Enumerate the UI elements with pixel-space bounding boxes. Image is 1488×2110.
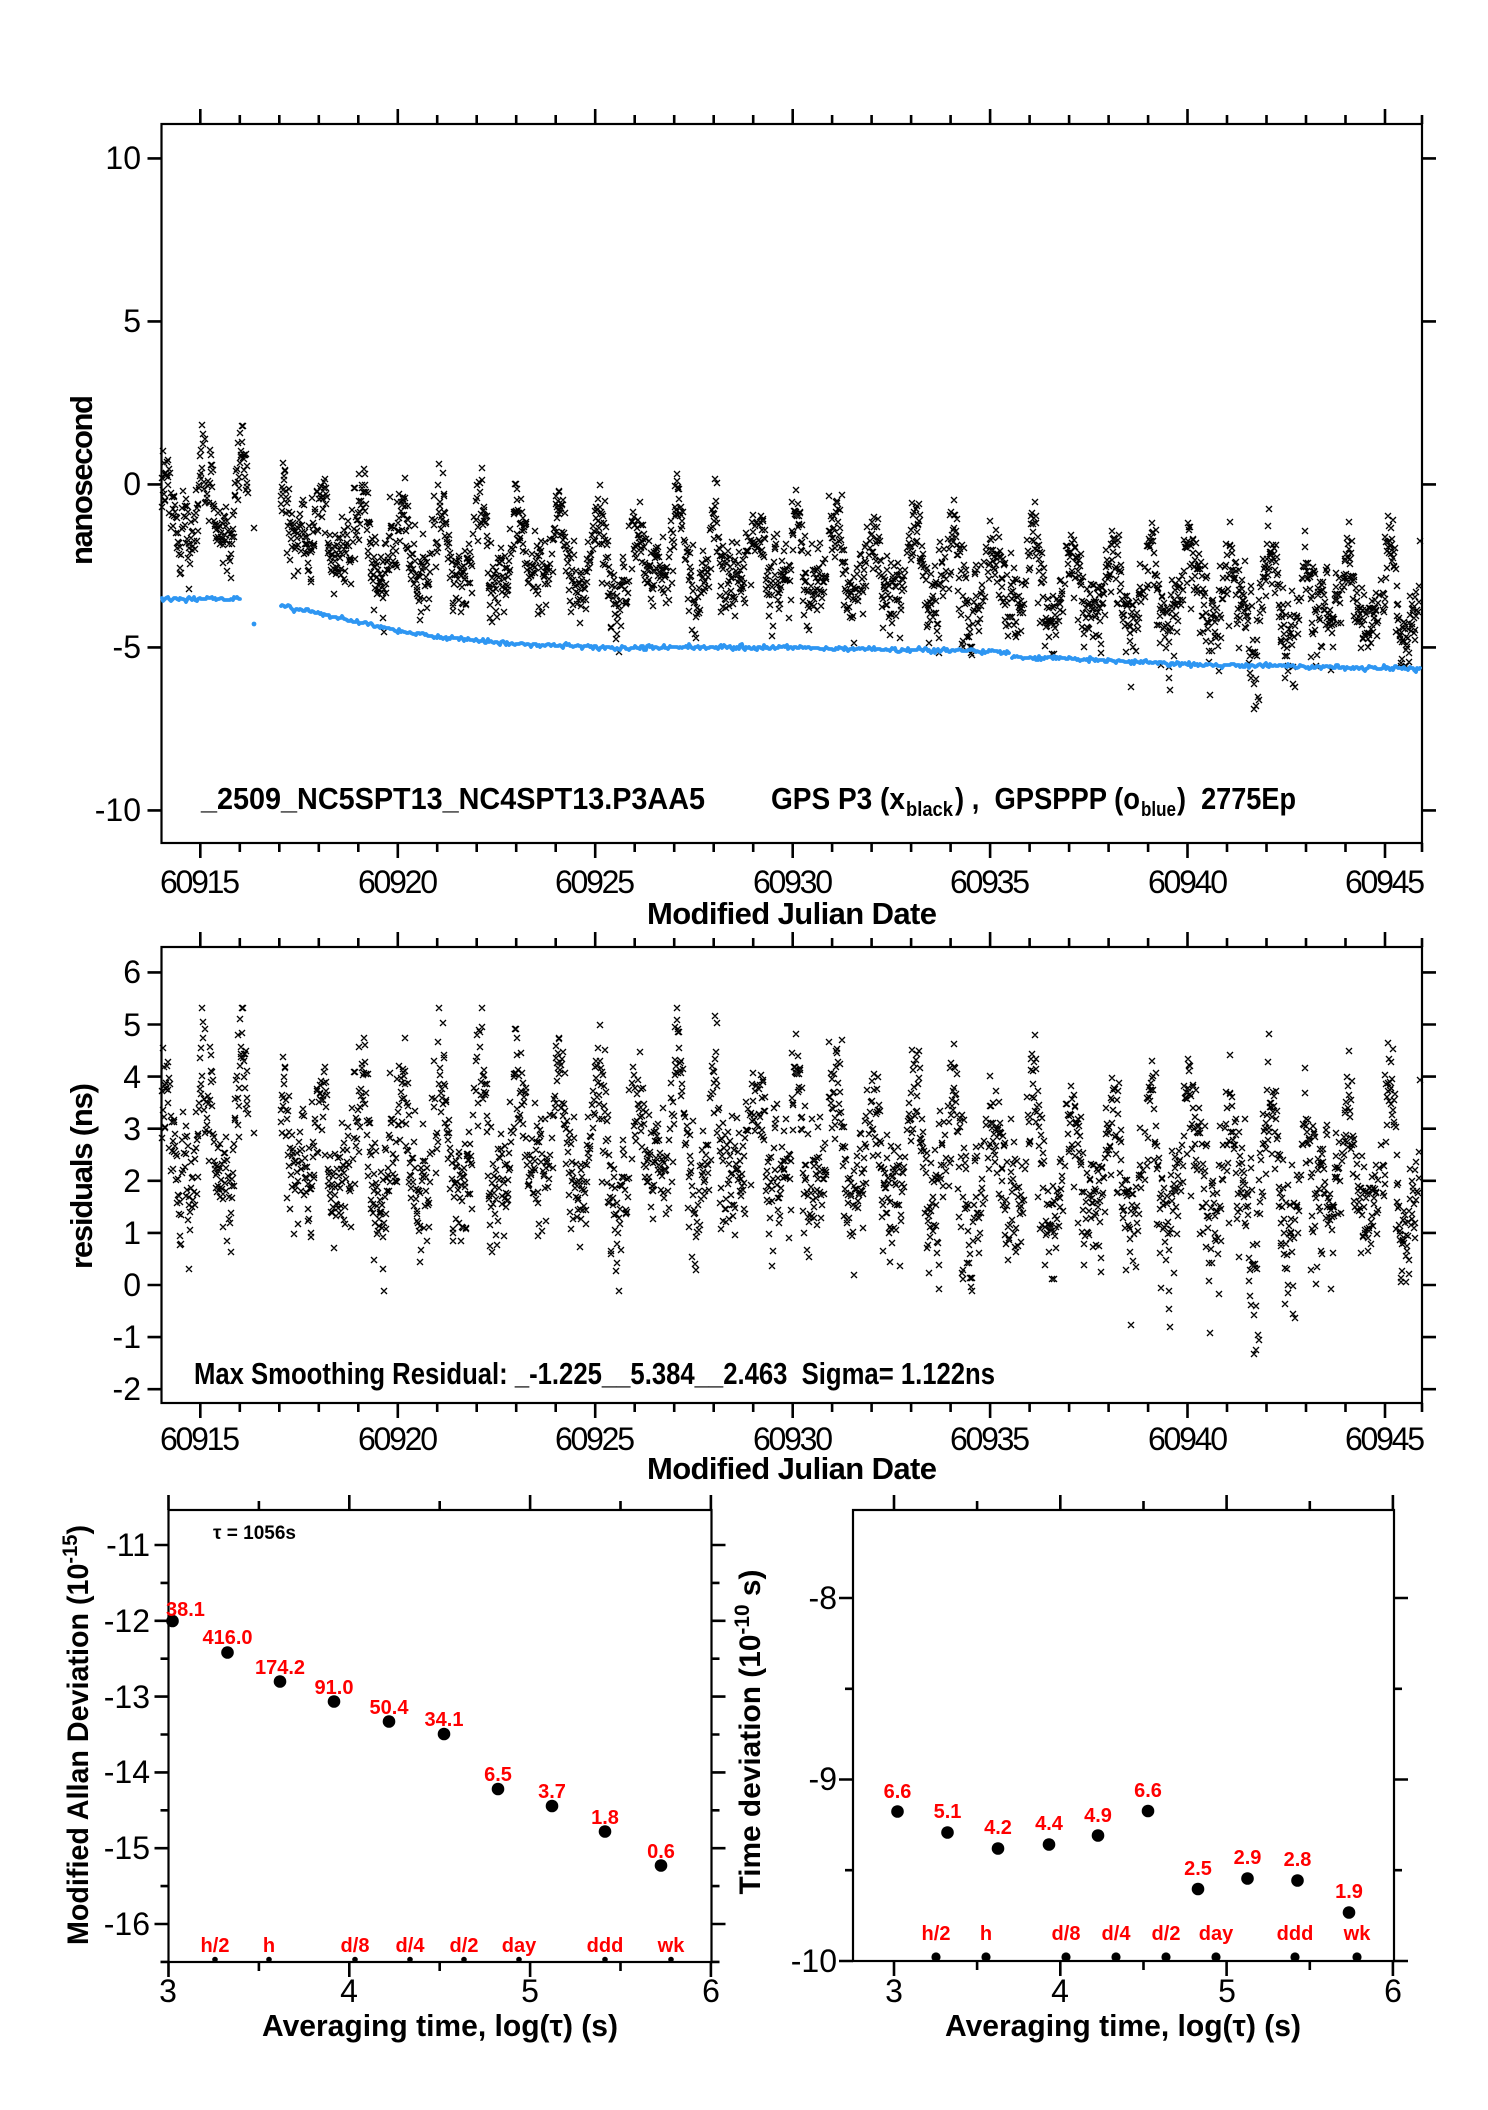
svg-text:5.1: 5.1 xyxy=(934,1801,962,1823)
svg-text:Modified Julian Date: Modified Julian Date xyxy=(647,896,937,931)
svg-text:black: black xyxy=(906,799,954,821)
svg-text:0: 0 xyxy=(123,466,141,502)
svg-text:60935: 60935 xyxy=(950,864,1030,900)
svg-text:-8: -8 xyxy=(809,1580,837,1616)
svg-text:2: 2 xyxy=(123,1163,141,1199)
svg-text:1: 1 xyxy=(123,1215,141,1251)
svg-text:-12: -12 xyxy=(104,1603,150,1639)
svg-text:10: 10 xyxy=(105,140,141,176)
svg-text:2.8: 2.8 xyxy=(1284,1849,1312,1871)
svg-text:38.1: 38.1 xyxy=(166,1599,205,1621)
svg-text:91.0: 91.0 xyxy=(315,1677,354,1699)
svg-text:τ = 1056s: τ = 1056s xyxy=(213,1523,296,1544)
svg-text:h: h xyxy=(263,1935,275,1957)
svg-text:5: 5 xyxy=(1218,1973,1236,2009)
svg-text:4: 4 xyxy=(1051,1973,1069,2009)
svg-text:_2509_NC5SPT13_NC4SPT13.P3AA5: _2509_NC5SPT13_NC4SPT13.P3AA5 xyxy=(200,781,705,816)
svg-text:h: h xyxy=(980,1923,992,1945)
svg-text:6: 6 xyxy=(1384,1973,1402,2009)
svg-text:) 2775Ep: ) 2775Ep xyxy=(1177,781,1296,816)
svg-text:-15: -15 xyxy=(104,1830,150,1866)
svg-text:ddd: ddd xyxy=(1277,1923,1314,1945)
svg-text:50.4: 50.4 xyxy=(370,1697,410,1719)
svg-text:Max Smoothing Residual: _-1.22: Max Smoothing Residual: _-1.225__5.384__… xyxy=(194,1356,995,1391)
svg-text:4.4: 4.4 xyxy=(1035,1813,1064,1835)
svg-text:60945: 60945 xyxy=(1345,864,1425,900)
svg-text:0: 0 xyxy=(123,1267,141,1303)
svg-text:1.8: 1.8 xyxy=(591,1807,619,1829)
svg-text:4.9: 4.9 xyxy=(1084,1805,1112,1827)
svg-text:174.2: 174.2 xyxy=(255,1657,305,1679)
svg-text:-5: -5 xyxy=(113,629,141,665)
svg-text:34.1: 34.1 xyxy=(425,1709,464,1731)
svg-text:d/4: d/4 xyxy=(396,1935,426,1957)
svg-text:5: 5 xyxy=(123,303,141,339)
svg-text:-16: -16 xyxy=(104,1906,150,1942)
svg-text:-9: -9 xyxy=(809,1761,837,1797)
svg-text:Averaging time, log(τ) (s): Averaging time, log(τ) (s) xyxy=(262,2008,618,2043)
svg-text:-10: -10 xyxy=(791,1943,837,1979)
svg-text:wk: wk xyxy=(657,1935,686,1957)
svg-text:416.0: 416.0 xyxy=(202,1627,252,1649)
svg-text:GPS P3 (x: GPS P3 (x xyxy=(771,781,906,816)
svg-text:ddd: ddd xyxy=(587,1935,624,1957)
svg-text:60930: 60930 xyxy=(753,864,833,900)
svg-text:6: 6 xyxy=(123,954,141,990)
svg-text:day: day xyxy=(1199,1923,1234,1945)
svg-text:-13: -13 xyxy=(104,1679,150,1715)
svg-text:4: 4 xyxy=(340,1973,358,2009)
svg-text:-10: -10 xyxy=(95,792,141,828)
svg-text:60915: 60915 xyxy=(160,1421,240,1457)
svg-text:d/4: d/4 xyxy=(1102,1923,1132,1945)
svg-text:60930: 60930 xyxy=(753,1421,833,1457)
svg-text:5: 5 xyxy=(123,1007,141,1043)
svg-text:3: 3 xyxy=(885,1973,903,2009)
svg-text:d/8: d/8 xyxy=(341,1935,370,1957)
svg-text:-1: -1 xyxy=(113,1319,141,1355)
svg-text:-11: -11 xyxy=(106,1527,150,1563)
svg-text:Averaging time, log(τ) (s): Averaging time, log(τ) (s) xyxy=(945,2008,1301,2043)
svg-text:-14: -14 xyxy=(104,1754,150,1790)
svg-text:60935: 60935 xyxy=(950,1421,1030,1457)
svg-text:60940: 60940 xyxy=(1148,1421,1228,1457)
svg-text:residuals (ns): residuals (ns) xyxy=(64,1083,99,1269)
svg-text:60915: 60915 xyxy=(160,864,240,900)
svg-text:h/2: h/2 xyxy=(922,1923,951,1945)
svg-text:5: 5 xyxy=(521,1973,539,2009)
svg-text:d/2: d/2 xyxy=(1152,1923,1181,1945)
svg-text:-2: -2 xyxy=(113,1371,141,1407)
svg-text:2.5: 2.5 xyxy=(1184,1858,1212,1880)
svg-text:60940: 60940 xyxy=(1148,864,1228,900)
svg-text:2.9: 2.9 xyxy=(1234,1847,1262,1869)
svg-text:Modified Allan Deviation (10-1: Modified Allan Deviation (10-15) xyxy=(59,1525,95,1945)
svg-text:6.5: 6.5 xyxy=(484,1764,512,1786)
svg-text:6: 6 xyxy=(702,1973,720,2009)
svg-text:3: 3 xyxy=(123,1111,141,1147)
svg-text:blue: blue xyxy=(1141,799,1176,821)
svg-text:3: 3 xyxy=(159,1973,177,2009)
svg-text:) , GPSPPP (o: ) , GPSPPP (o xyxy=(955,781,1140,816)
svg-text:4.2: 4.2 xyxy=(984,1817,1012,1839)
svg-text:nanosecond: nanosecond xyxy=(64,395,99,565)
svg-text:day: day xyxy=(502,1935,537,1957)
svg-text:3.7: 3.7 xyxy=(538,1781,566,1803)
svg-text:4: 4 xyxy=(123,1059,141,1095)
svg-text:6.6: 6.6 xyxy=(1134,1780,1162,1802)
svg-text:h/2: h/2 xyxy=(201,1935,230,1957)
svg-text:Modified Julian Date: Modified Julian Date xyxy=(647,1451,937,1486)
svg-text:60945: 60945 xyxy=(1345,1421,1425,1457)
svg-text:6.6: 6.6 xyxy=(884,1781,912,1803)
svg-text:d/2: d/2 xyxy=(450,1935,479,1957)
svg-text:60920: 60920 xyxy=(358,864,438,900)
svg-text:60925: 60925 xyxy=(555,1421,635,1457)
svg-text:0.6: 0.6 xyxy=(647,1841,675,1863)
svg-text:60925: 60925 xyxy=(555,864,635,900)
svg-text:1.9: 1.9 xyxy=(1335,1881,1363,1903)
svg-text:60920: 60920 xyxy=(358,1421,438,1457)
svg-text:wk: wk xyxy=(1343,1923,1372,1945)
svg-text:d/8: d/8 xyxy=(1052,1923,1081,1945)
